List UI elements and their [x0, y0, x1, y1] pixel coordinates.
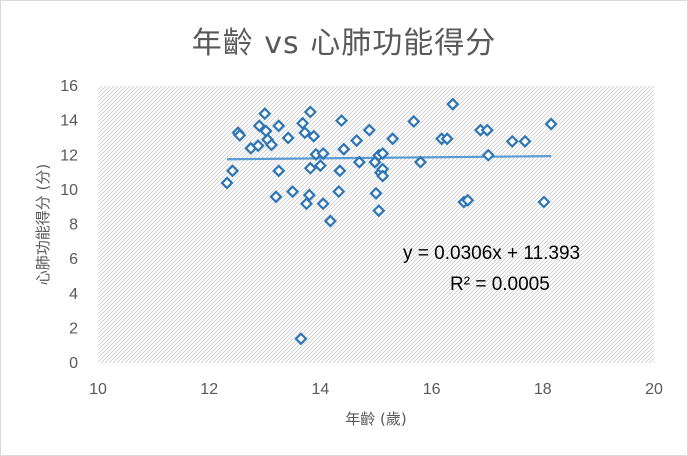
data-point	[303, 105, 317, 119]
data-point	[225, 164, 240, 178]
plot-area	[98, 86, 654, 363]
data-point	[413, 155, 428, 169]
x-tick-label: 14	[312, 381, 330, 398]
data-point	[352, 155, 366, 169]
y-axis-ticks: 0 2 4 6 8 10 12 14 16	[60, 78, 78, 372]
y-tick-label: 2	[69, 320, 78, 337]
data-point	[376, 146, 390, 161]
data-point	[461, 193, 475, 207]
y-tick-label: 14	[60, 113, 78, 130]
data-point	[337, 142, 351, 156]
data-point	[269, 190, 283, 204]
data-point	[505, 134, 519, 148]
data-point	[233, 128, 247, 142]
data-point	[332, 185, 346, 199]
data-point	[446, 97, 460, 111]
chart-title: 年齡 vs 心肺功能得分	[191, 26, 497, 61]
data-point	[440, 132, 454, 146]
x-tick-label: 20	[645, 381, 663, 398]
data-point	[372, 204, 386, 218]
y-tick-label: 6	[69, 251, 78, 268]
data-point	[369, 186, 383, 200]
y-tick-label: 8	[69, 217, 78, 234]
x-tick-label: 18	[534, 381, 552, 398]
data-point	[544, 117, 558, 131]
data-point	[258, 107, 272, 121]
x-tick-label: 12	[200, 381, 218, 398]
data-point	[272, 164, 286, 178]
data-point	[281, 131, 295, 145]
data-point	[334, 114, 349, 128]
data-point	[349, 133, 364, 148]
y-tick-label: 0	[69, 355, 78, 372]
data-point	[302, 188, 316, 202]
data-points	[220, 97, 558, 346]
y-tick-label: 4	[69, 286, 78, 303]
y-axis-title: 心肺功能得分 (分)	[34, 164, 52, 285]
data-point	[264, 138, 279, 152]
data-point	[481, 148, 495, 162]
data-point	[307, 129, 321, 143]
data-point	[480, 123, 494, 137]
x-tick-label: 16	[423, 381, 441, 398]
x-axis-title: 年齡 (歲)	[345, 410, 406, 428]
r-squared-label: R² = 0.0005	[450, 274, 550, 295]
data-point	[316, 146, 330, 161]
data-point	[362, 123, 376, 137]
data-point	[252, 119, 266, 133]
x-axis-ticks: 10 12 14 16 18 20	[89, 381, 663, 398]
data-point	[303, 161, 317, 175]
trendline-equation: y = 0.0306x + 11.393	[403, 243, 580, 264]
data-point	[286, 185, 300, 199]
data-point	[272, 119, 286, 133]
data-point	[220, 176, 234, 190]
data-point	[294, 332, 308, 346]
x-tick-label: 10	[89, 381, 107, 398]
data-point	[376, 169, 390, 183]
data-point	[386, 132, 400, 146]
data-point	[537, 195, 551, 209]
data-point	[518, 134, 532, 148]
y-tick-label: 12	[60, 147, 78, 164]
data-point	[333, 164, 347, 178]
data-point	[298, 126, 312, 140]
data-point	[323, 214, 337, 228]
data-point	[251, 139, 265, 153]
trendline	[226, 155, 552, 161]
data-point	[407, 114, 421, 129]
y-tick-label: 10	[60, 182, 78, 199]
data-point	[313, 159, 327, 173]
data-point	[296, 116, 310, 130]
y-tick-label: 16	[60, 78, 78, 95]
data-point	[316, 197, 330, 211]
